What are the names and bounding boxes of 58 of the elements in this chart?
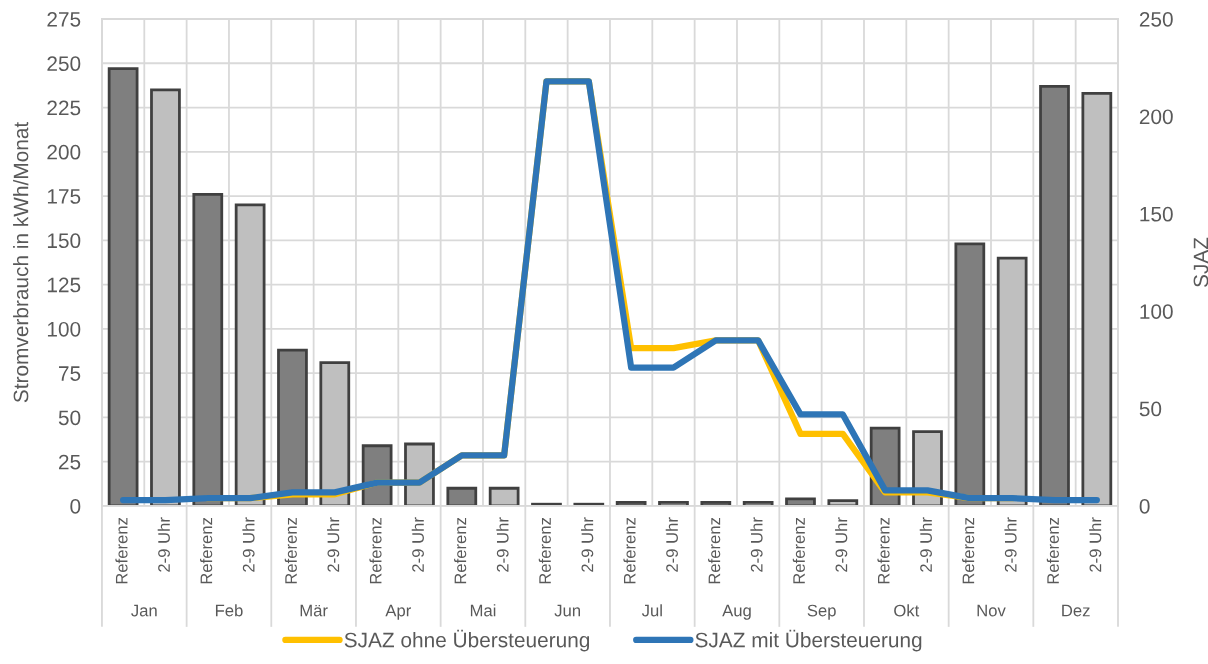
y-tick-label: 75 xyxy=(59,366,81,381)
text: Jul xyxy=(641,604,662,617)
y-tick-label: 100 xyxy=(47,321,81,337)
y-tick-label: 150 xyxy=(47,233,81,249)
y2-tick-label: 250 xyxy=(1139,11,1173,27)
x-tick-label: Referenz xyxy=(115,517,128,584)
x-tick-label: 2-9 Uhr xyxy=(242,517,255,572)
text: Okt xyxy=(894,604,920,617)
text: Feb xyxy=(215,604,243,617)
x-tick-label: Referenz xyxy=(708,517,721,584)
x-tick-label: 2-9 Uhr xyxy=(665,517,678,572)
x-tick-label: 2-9 Uhr xyxy=(750,517,763,572)
x-tick-label: 2-9 Uhr xyxy=(581,517,594,572)
text: Mär xyxy=(300,604,328,617)
y-tick-label: 200 xyxy=(47,144,81,160)
text: Nov xyxy=(977,604,1006,617)
text: Jan xyxy=(131,604,157,617)
x-tick-label: Referenz xyxy=(1046,517,1059,584)
text: Dez xyxy=(1062,604,1090,617)
x-tick-label: 2-9 Uhr xyxy=(411,517,424,572)
x-tick-label: Referenz xyxy=(877,517,890,584)
x-tick-label: 2-9 Uhr xyxy=(835,517,848,572)
x-tick-label: 2-9 Uhr xyxy=(496,517,509,572)
x-tick-label: Referenz xyxy=(623,517,636,584)
x-tick-label: 2-9 Uhr xyxy=(157,517,170,572)
legend-label: SJAZ ohne Übersteuerung xyxy=(344,629,590,652)
x-tick-label: Referenz xyxy=(284,517,297,584)
x-tick-label: Referenz xyxy=(200,517,213,584)
y-tick-label: 275 xyxy=(47,11,81,27)
x-tick-label: 2-9 Uhr xyxy=(1089,517,1102,572)
x-tick-label: 2-9 Uhr xyxy=(327,517,340,572)
text: Apr xyxy=(385,604,411,620)
text: Jun xyxy=(554,604,580,617)
text: Aug xyxy=(722,604,751,620)
y-axis-title: Stromverbrauch in kWh/Monat xyxy=(13,121,29,403)
y-tick-label: 250 xyxy=(47,56,81,72)
x-tick-label: Referenz xyxy=(369,517,382,584)
y2-tick-label: 150 xyxy=(1140,206,1173,222)
y2-tick-label: 50 xyxy=(1139,401,1162,417)
x-tick-label: Referenz xyxy=(792,517,805,584)
y-tick-label: 225 xyxy=(47,100,81,116)
x-tick-label: Referenz xyxy=(454,517,467,584)
y2-tick-label: 200 xyxy=(1139,109,1173,125)
text: Sep xyxy=(807,604,836,620)
y-tick-label: 0 xyxy=(70,498,81,514)
y-tick-label: 125 xyxy=(47,277,81,293)
x-tick-label: 2-9 Uhr xyxy=(1004,517,1017,572)
x-tick-label: Referenz xyxy=(962,517,975,584)
legend-label: SJAZ mit Übersteuerung xyxy=(695,629,922,652)
x-tick-label: 2-9 Uhr xyxy=(919,517,932,572)
y2-axis-title: SJAZ xyxy=(1193,237,1208,287)
y2-tick-label: 100 xyxy=(1140,304,1173,319)
text: Mai xyxy=(470,604,496,617)
y-tick-label: 25 xyxy=(59,454,81,470)
y-tick-label: 50 xyxy=(58,410,81,426)
x-tick-label: Referenz xyxy=(538,517,551,584)
y-tick-label: 175 xyxy=(47,189,81,204)
y2-tick-label: 0 xyxy=(1139,498,1150,514)
